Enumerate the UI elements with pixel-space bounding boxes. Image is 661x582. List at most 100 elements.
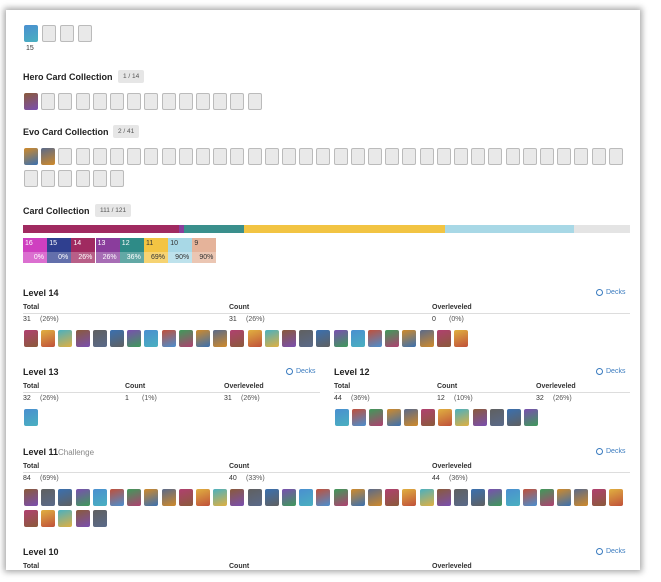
- card-icon[interactable]: [574, 489, 589, 506]
- card-icon[interactable]: [24, 148, 38, 165]
- card-icon[interactable]: [144, 148, 159, 165]
- card-icon[interactable]: [385, 489, 400, 506]
- card-icon[interactable]: [24, 489, 38, 506]
- card-icon[interactable]: [92, 510, 107, 527]
- card-icon[interactable]: [333, 330, 348, 347]
- card-icon[interactable]: [350, 148, 365, 165]
- card-icon[interactable]: [92, 330, 107, 347]
- card-icon[interactable]: [419, 489, 434, 506]
- decks-link[interactable]: Decks: [606, 548, 626, 555]
- card-icon[interactable]: [385, 148, 400, 165]
- card-icon[interactable]: [247, 93, 262, 110]
- card-icon[interactable]: [419, 330, 434, 347]
- card-icon[interactable]: [454, 148, 468, 165]
- card-icon[interactable]: [299, 489, 314, 506]
- card-icon[interactable]: [591, 489, 606, 506]
- card-icon[interactable]: [92, 170, 107, 187]
- card-icon[interactable]: [196, 93, 210, 110]
- card-icon[interactable]: [316, 148, 331, 165]
- card-icon[interactable]: [58, 170, 73, 187]
- card-icon[interactable]: [75, 330, 90, 347]
- card-icon[interactable]: [41, 510, 56, 527]
- card-icon[interactable]: [92, 93, 107, 110]
- card-icon[interactable]: [213, 93, 228, 110]
- card-icon[interactable]: [385, 330, 400, 347]
- card-icon[interactable]: [524, 409, 539, 426]
- card-icon[interactable]: [92, 489, 107, 506]
- card-icon[interactable]: [41, 170, 56, 187]
- card-icon[interactable]: [127, 93, 142, 110]
- card-icon[interactable]: [419, 148, 434, 165]
- decks-link[interactable]: Decks: [296, 368, 316, 375]
- card-icon[interactable]: [247, 489, 262, 506]
- card-icon[interactable]: [282, 330, 296, 347]
- card-icon[interactable]: [127, 148, 142, 165]
- card-icon[interactable]: [144, 489, 159, 506]
- card-icon[interactable]: [507, 409, 521, 426]
- card-icon[interactable]: [608, 148, 623, 165]
- card-icon[interactable]: [591, 148, 606, 165]
- card-icon[interactable]: [127, 330, 142, 347]
- card-icon[interactable]: [24, 330, 38, 347]
- card-icon[interactable]: [230, 93, 245, 110]
- card-icon[interactable]: [213, 330, 228, 347]
- card-icon[interactable]: [42, 25, 56, 42]
- card-icon[interactable]: [178, 93, 193, 110]
- card-icon[interactable]: [386, 409, 401, 426]
- card-icon[interactable]: [438, 409, 453, 426]
- card-icon[interactable]: [436, 148, 451, 165]
- card-icon[interactable]: [230, 148, 245, 165]
- decks-link[interactable]: Decks: [606, 368, 626, 375]
- card-icon[interactable]: [350, 489, 365, 506]
- card-icon[interactable]: [368, 330, 382, 347]
- card-icon[interactable]: [110, 170, 124, 187]
- card-icon[interactable]: [178, 489, 193, 506]
- card-icon[interactable]: [247, 330, 262, 347]
- card-icon[interactable]: [522, 148, 537, 165]
- card-icon[interactable]: [402, 148, 417, 165]
- card-icon[interactable]: [333, 489, 348, 506]
- card-icon[interactable]: [24, 510, 38, 527]
- card-icon[interactable]: [161, 93, 176, 110]
- card-icon[interactable]: [368, 489, 382, 506]
- card-icon[interactable]: [24, 93, 38, 110]
- card-icon[interactable]: [110, 489, 124, 506]
- card-icon[interactable]: [58, 330, 73, 347]
- card-icon[interactable]: [264, 330, 279, 347]
- card-icon[interactable]: [403, 409, 418, 426]
- card-icon[interactable]: [557, 148, 572, 165]
- card-icon[interactable]: [213, 489, 228, 506]
- card-icon[interactable]: [608, 489, 623, 506]
- card-icon[interactable]: [436, 330, 451, 347]
- card-icon[interactable]: [161, 489, 176, 506]
- card-icon[interactable]: [472, 409, 487, 426]
- card-icon[interactable]: [471, 489, 486, 506]
- card-icon[interactable]: [230, 489, 245, 506]
- card-icon[interactable]: [350, 330, 365, 347]
- card-icon[interactable]: [24, 25, 38, 42]
- card-icon[interactable]: [24, 170, 38, 187]
- card-icon[interactable]: [335, 409, 349, 426]
- card-icon[interactable]: [144, 93, 159, 110]
- card-icon[interactable]: [58, 489, 73, 506]
- card-icon[interactable]: [230, 330, 245, 347]
- card-icon[interactable]: [41, 148, 56, 165]
- card-icon[interactable]: [60, 25, 74, 42]
- card-icon[interactable]: [92, 148, 107, 165]
- card-icon[interactable]: [75, 170, 90, 187]
- card-icon[interactable]: [110, 330, 124, 347]
- card-icon[interactable]: [299, 148, 314, 165]
- card-icon[interactable]: [316, 489, 331, 506]
- card-icon[interactable]: [213, 148, 228, 165]
- card-icon[interactable]: [75, 93, 90, 110]
- card-icon[interactable]: [471, 148, 486, 165]
- card-icon[interactable]: [488, 489, 503, 506]
- card-icon[interactable]: [455, 409, 470, 426]
- card-icon[interactable]: [75, 510, 90, 527]
- card-icon[interactable]: [505, 148, 520, 165]
- card-icon[interactable]: [264, 148, 279, 165]
- card-icon[interactable]: [58, 510, 73, 527]
- card-icon[interactable]: [540, 148, 554, 165]
- card-icon[interactable]: [110, 93, 124, 110]
- card-icon[interactable]: [41, 330, 56, 347]
